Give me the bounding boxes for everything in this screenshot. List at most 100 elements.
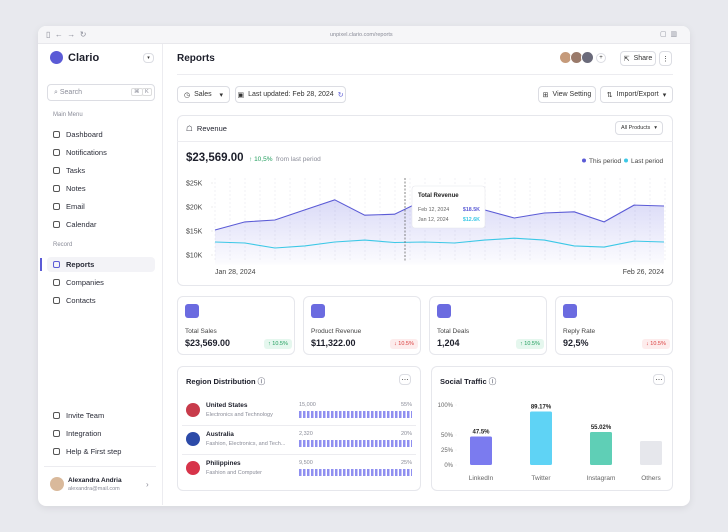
progress-bar	[299, 469, 412, 476]
import-export[interactable]: ⇅ Import/Export ▾	[600, 86, 673, 103]
sidebar-divider	[162, 44, 163, 505]
browser-controls[interactable]: ▯ ← → ↻	[46, 30, 87, 39]
nav-item[interactable]: Reports	[66, 260, 95, 269]
view-setting[interactable]: ⊞ View Setting	[538, 86, 596, 103]
area-fill	[215, 199, 664, 265]
more-button[interactable]: ⋮	[659, 51, 672, 66]
kpi-label: Reply Rate	[563, 328, 596, 335]
legend-label: Last period	[631, 158, 664, 165]
flag	[186, 432, 200, 446]
kpi-value: 92,5%	[563, 338, 589, 348]
bar-value-label: 47.5%	[472, 430, 490, 436]
kpi-value: $23,569.00	[185, 338, 231, 348]
bar	[590, 431, 612, 465]
add-member[interactable]: +	[596, 53, 606, 63]
nav-item[interactable]: Invite Team	[66, 411, 105, 420]
brand-logo	[50, 51, 63, 64]
view-text: View Setting	[552, 91, 592, 98]
browser-actions[interactable]: ▢ ▥	[660, 31, 678, 38]
share-button[interactable]: ⇱ Share	[620, 51, 656, 66]
nav-icon	[53, 203, 60, 210]
nav-icon	[53, 448, 60, 455]
legend-label: This period	[589, 158, 622, 165]
y-tick-label: $15K	[186, 229, 203, 236]
revenue-change-text: 10,5%	[254, 156, 273, 163]
share: 55%	[401, 402, 413, 408]
revenue-change: ↑ 10,5%	[249, 156, 273, 163]
legend-swatch	[624, 158, 628, 163]
count: 15,000	[299, 402, 316, 408]
filter-select[interactable]: ◷ Sales ▾	[177, 86, 230, 103]
active-bg[interactable]	[47, 257, 155, 272]
kpi-change: ↑ 10.5%	[516, 339, 544, 349]
kpi-change-text: 10.5%	[272, 341, 288, 347]
nav-item[interactable]: Dashboard	[66, 130, 103, 139]
progress-bar	[299, 440, 412, 447]
bar	[530, 411, 552, 465]
updated-button[interactable]: ▣ Last updated: Feb 28, 2024 ↻	[235, 86, 346, 103]
nav-item[interactable]: Tasks	[66, 166, 86, 175]
user-name: Alexandra Andria	[68, 477, 122, 484]
kpi-change: ↑ 10.5%	[264, 339, 292, 349]
kpi-change-text: 10.5%	[524, 341, 540, 347]
nav-item[interactable]: Calendar	[66, 220, 97, 229]
nav-icon	[53, 279, 60, 286]
search-box[interactable]	[47, 84, 155, 101]
browser-bar	[38, 26, 690, 44]
kpi-change-text: 10.5%	[650, 341, 666, 347]
bar	[640, 441, 662, 465]
page-title: Reports	[177, 53, 215, 64]
filter-text: Sales	[194, 91, 212, 98]
y-tick-label: $20K	[186, 205, 203, 212]
social-title: Social Traffic ⓘ	[440, 377, 497, 386]
section-title: Record	[53, 242, 73, 248]
kpi-label: Total Deals	[437, 328, 470, 335]
row-divider	[182, 454, 416, 455]
x-tick-label: Others	[641, 475, 661, 482]
product-filter[interactable]: All Products ▾	[615, 121, 663, 135]
share: 25%	[401, 460, 413, 466]
kpi-change: ↓ 10.5%	[642, 339, 670, 349]
y-tick-label: $25K	[186, 181, 203, 188]
nav-icon	[53, 412, 60, 419]
user-menu[interactable]: ›	[146, 480, 149, 489]
flag	[186, 403, 200, 417]
section-title: Main Menu	[53, 112, 83, 118]
revenue-total: $23,569.00	[186, 152, 244, 164]
region-more[interactable]: ⋯	[399, 374, 411, 385]
kpi-value: $11,322.00	[311, 338, 356, 348]
nav-item[interactable]: Email	[66, 202, 85, 211]
nav-item[interactable]: Notifications	[66, 148, 107, 157]
region-title-text: Region Distribution	[186, 377, 256, 386]
region-title: Region Distribution ⓘ	[186, 377, 266, 386]
tooltip	[411, 185, 486, 229]
nav-item[interactable]: Companies	[66, 278, 104, 287]
social-title-text: Social Traffic	[440, 377, 487, 386]
nav-item[interactable]: Contacts	[66, 296, 96, 305]
divider	[177, 74, 673, 75]
nav-icon	[53, 131, 60, 138]
country-category: Fashion, Electronics, and Tech...	[206, 441, 286, 447]
nav-item[interactable]: Help & First step	[66, 447, 122, 456]
nav-item[interactable]: Integration	[66, 429, 102, 438]
y-tick-label: 25%	[441, 448, 454, 454]
social-more[interactable]: ⋯	[653, 374, 665, 385]
nav-icon	[53, 185, 60, 192]
kpi-icon	[311, 304, 325, 318]
tooltip-date: Feb 12, 2024	[418, 207, 449, 213]
share-text: Share	[633, 55, 653, 62]
revenue-note: from last period	[276, 156, 321, 163]
user-email: alexandra@mail.com	[68, 486, 120, 492]
bar	[470, 436, 492, 465]
nav-icon	[53, 221, 60, 228]
user-avatar	[50, 477, 64, 491]
kpi-change: ↓ 10.5%	[390, 339, 418, 349]
row-divider	[182, 425, 416, 426]
country-category: Electronics and Technology	[206, 412, 273, 418]
flag	[186, 461, 200, 475]
shortcut-key: K	[142, 88, 152, 96]
brand-menu[interactable]: ▾	[143, 53, 154, 63]
brand: Clario	[68, 52, 100, 64]
nav-item[interactable]: Notes	[66, 184, 86, 193]
